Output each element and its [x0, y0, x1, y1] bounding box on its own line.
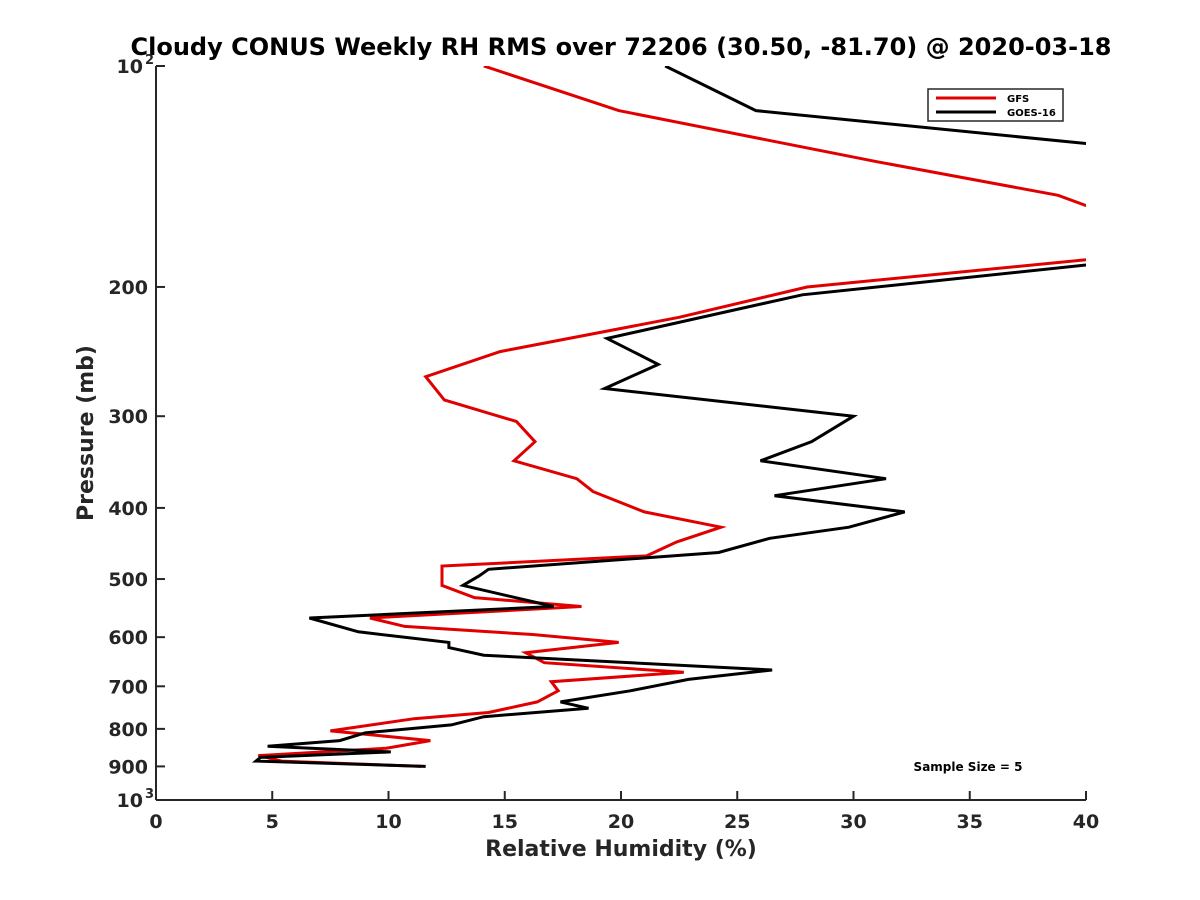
x-tick-label: 30 — [840, 811, 866, 833]
y-axis-label: Pressure (mb) — [74, 345, 99, 521]
series-line-gfs — [257, 66, 1086, 768]
legend-box — [927, 88, 1064, 122]
y-tick-label: 800 — [108, 719, 148, 741]
plot-area — [251, 66, 1086, 768]
legend-label-goes-16: GOES-16 — [1007, 108, 1056, 119]
y-tick-exponent: 2 — [145, 53, 154, 68]
x-tick-label: 5 — [266, 811, 279, 833]
y-tick-label: 700 — [108, 676, 148, 698]
sample-size-annotation: Sample Size = 5 — [914, 760, 1023, 774]
x-axis-label: Relative Humidity (%) — [485, 837, 757, 862]
legend-label-gfs: GFS — [1007, 94, 1029, 105]
chart-title: Cloudy CONUS Weekly RH RMS over 72206 (3… — [131, 33, 1112, 61]
y-tick-label: 600 — [108, 627, 148, 649]
x-axis: 0 5 10 15 20 25 30 35 40 — [149, 791, 1099, 833]
x-tick-label: 20 — [608, 811, 634, 833]
y-tick-label: 10 — [117, 56, 143, 78]
y-tick-label: 10 — [117, 790, 143, 812]
x-tick-label: 25 — [724, 811, 750, 833]
x-tick-label: 35 — [957, 811, 983, 833]
x-tick-label: 0 — [149, 811, 162, 833]
x-tick-label: 40 — [1073, 811, 1099, 833]
legend: GFS GOES-16 — [927, 88, 1064, 122]
y-tick-label: 200 — [108, 277, 148, 299]
y-tick-label: 500 — [108, 569, 148, 591]
x-tick-label: 15 — [492, 811, 518, 833]
y-tick-exponent: 3 — [145, 787, 154, 802]
y-tick-label: 300 — [108, 406, 148, 428]
series-line-goes-16 — [251, 66, 1086, 768]
x-tick-label: 10 — [375, 811, 401, 833]
y-tick-label: 400 — [108, 498, 148, 520]
y-tick-label: 900 — [108, 756, 148, 778]
